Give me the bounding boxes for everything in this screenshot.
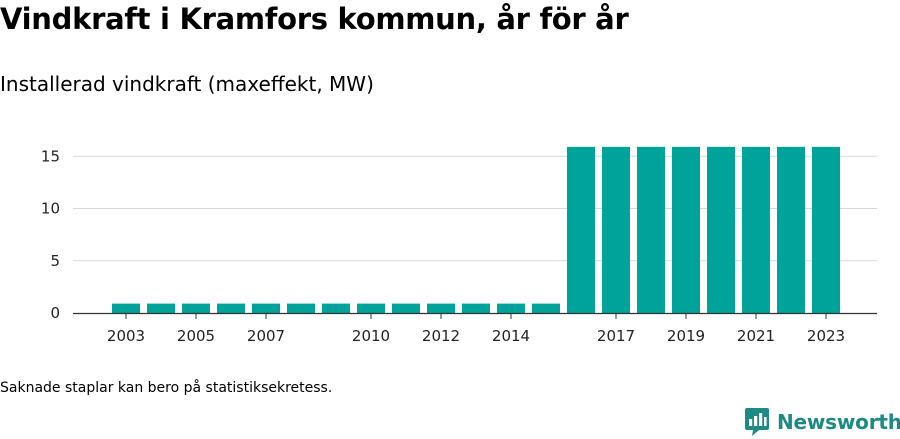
- bar-2005: [182, 303, 210, 313]
- bar-chart: 2003 2005 2007 2010 2012 2014 2017 2019 2021 2023…: [41, 146, 877, 345]
- x-tick-label: 2012: [422, 327, 460, 345]
- bar-2003: [112, 303, 140, 313]
- bar-2011: [392, 303, 420, 313]
- bar-2010: [357, 303, 385, 313]
- x-tick-label: 2017: [597, 327, 635, 345]
- bar-2004: [147, 303, 175, 313]
- bar-2007: [252, 303, 280, 313]
- chart-title: Vindkraft i Kramfors kommun, år för år: [0, 2, 629, 36]
- bar-2015: [532, 303, 560, 313]
- y-tick-label: 0: [50, 304, 60, 322]
- footnote: Saknade staplar kan bero på statistiksek…: [0, 380, 333, 396]
- x-tick-label: 2014: [492, 327, 530, 345]
- bar-2017: [602, 146, 630, 313]
- bar-2006: [217, 303, 245, 313]
- x-tick-label: 2021: [737, 327, 775, 345]
- y-tick-label: 15: [41, 147, 60, 165]
- x-tick-label: 2019: [667, 327, 705, 345]
- bar-2021: [742, 146, 770, 313]
- bar-2023: [812, 146, 840, 313]
- bar-2019: [672, 146, 700, 313]
- y-tick-label: 5: [50, 252, 60, 270]
- x-axis: 2003 2005 2007 2010 2012 2014 2017 2019 2021 2023: [73, 312, 877, 345]
- bar-2009: [322, 303, 350, 313]
- bar-2016: [567, 146, 595, 313]
- chart-subtitle: Installerad vindkraft (maxeffekt, MW): [0, 72, 374, 96]
- bars: [112, 146, 840, 313]
- bar-2008: [287, 303, 315, 313]
- newsworthy-chart-bubble-icon: [745, 408, 769, 436]
- x-tick-label: 2007: [247, 327, 285, 345]
- y-axis: 0 5 10 15: [41, 147, 60, 322]
- bar-2018: [637, 146, 665, 313]
- x-tick-label: 2023: [807, 327, 845, 345]
- bar-2012: [427, 303, 455, 313]
- bar-2014: [497, 303, 525, 313]
- brand-name: Newsworthy: [777, 410, 900, 434]
- x-tick-label: 2010: [352, 327, 390, 345]
- x-tick-label: 2005: [177, 327, 215, 345]
- x-tick-label: 2003: [107, 327, 145, 345]
- bar-2020: [707, 146, 735, 313]
- y-tick-label: 10: [41, 200, 60, 218]
- newsworthy-logo: Newsworthy: [744, 406, 900, 438]
- bar-2022: [777, 146, 805, 313]
- bar-2013: [462, 303, 490, 313]
